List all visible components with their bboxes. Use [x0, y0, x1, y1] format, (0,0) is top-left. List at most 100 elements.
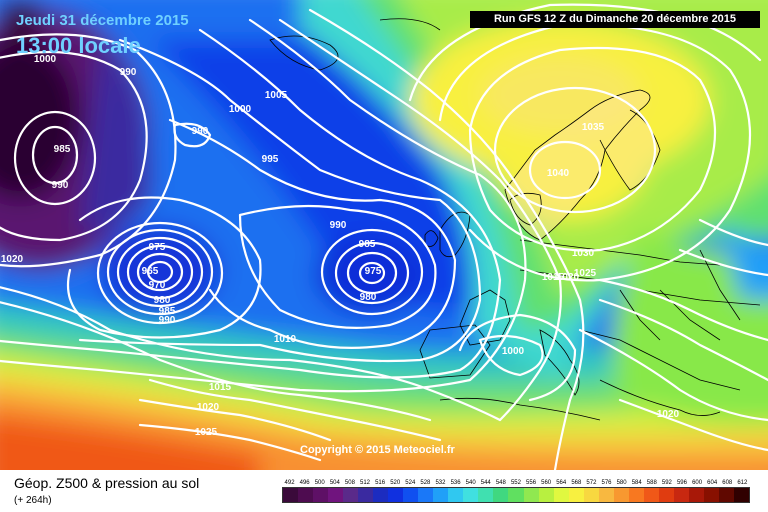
forecast-map: 1000990985990100510009909951020975965970… [0, 0, 768, 470]
isobar-label: 990 [330, 220, 347, 231]
legend-label: 556 [526, 480, 537, 486]
legend-swatch [493, 488, 509, 502]
legend-label: 580 [616, 480, 627, 486]
legend-label: 604 [707, 480, 718, 486]
legend-label: 516 [375, 480, 386, 486]
legend-label: 504 [329, 480, 340, 486]
color-legend: 492 496 500 504 508 512 516 520 524 528 532 536 540 5… [282, 480, 750, 503]
legend-label: 524 [405, 480, 416, 486]
isobar-label: 1000 [229, 104, 252, 115]
map-title: Géop. Z500 & pression au sol [14, 475, 200, 491]
local-time: 13:00 locale [16, 33, 141, 58]
legend-label: 612 [737, 480, 748, 486]
isobar-label: 990 [159, 315, 176, 326]
copyright: Copyright © 2015 Meteociel.fr [300, 444, 455, 456]
legend-swatch [328, 488, 344, 502]
legend-swatch [568, 488, 584, 502]
legend-swatch [508, 488, 524, 502]
legend-label: 496 [299, 480, 310, 486]
legend-label: 560 [541, 480, 552, 486]
legend-label: 536 [450, 480, 461, 486]
legend-swatch [613, 488, 629, 502]
legend-swatch [313, 488, 329, 502]
map-footer: Géop. Z500 & pression au sol (+ 264h) 49… [0, 470, 768, 512]
legend-swatch [433, 488, 449, 502]
legend-swatch [583, 488, 599, 502]
legend-label: 528 [420, 480, 431, 486]
legend-swatch [673, 488, 689, 502]
legend-swatch [388, 488, 404, 502]
isobar-label: 985 [359, 239, 376, 250]
run-info: Run GFS 12 Z du Dimanche 20 décembre 201… [470, 11, 760, 28]
isobar-label: 980 [360, 292, 377, 303]
isobar-label: 1010 [274, 334, 297, 345]
isobar-label: 1025 [574, 268, 597, 279]
legend-swatch [283, 488, 299, 502]
legend-swatch [358, 488, 374, 502]
legend-label: 568 [571, 480, 582, 486]
legend-swatch [448, 488, 464, 502]
isobar-label: 1020 [657, 409, 680, 420]
isobar-label: 980 [154, 295, 171, 306]
isobar-label: 985 [159, 306, 176, 317]
legend-label: 584 [631, 480, 642, 486]
isobar-label: 990 [192, 126, 209, 137]
legend-swatch [298, 488, 314, 502]
geopotential-field [0, 0, 768, 470]
isobar-label: 975 [365, 266, 382, 277]
legend-swatch [538, 488, 554, 502]
legend-swatch [523, 488, 539, 502]
isobar-label: 975 [149, 242, 166, 253]
legend-label: 532 [435, 480, 446, 486]
legend-label: 564 [556, 480, 567, 486]
isobar-label: 1000 [502, 346, 525, 357]
legend-label: 592 [661, 480, 672, 486]
isobar-label: 1020 [197, 402, 220, 413]
legend-label: 596 [676, 480, 687, 486]
legend-swatch [418, 488, 434, 502]
legend-label: 500 [314, 480, 325, 486]
isobar-label: 965 [142, 266, 159, 277]
legend-bar [282, 487, 750, 503]
legend-labels: 492 496 500 504 508 512 516 520 524 528 532 536 540 5… [282, 480, 750, 486]
legend-label: 600 [692, 480, 703, 486]
isobar-label: 1000 [34, 54, 57, 65]
legend-swatch [628, 488, 644, 502]
legend-swatch [733, 488, 749, 502]
legend-swatch [343, 488, 359, 502]
isobar-label: 1015 [542, 272, 565, 283]
legend-label: 508 [344, 480, 355, 486]
isobar-label: 1005 [265, 90, 288, 101]
legend-swatch [688, 488, 704, 502]
legend-label: 520 [390, 480, 401, 486]
legend-swatch [658, 488, 674, 502]
legend-label: 492 [284, 480, 295, 486]
isobar-label: 1030 [572, 248, 595, 259]
isobar-label: 1025 [195, 427, 218, 438]
legend-label: 576 [601, 480, 612, 486]
forecast-date: Jeudi 31 décembre 2015 [16, 12, 189, 29]
legend-swatch [643, 488, 659, 502]
isobar-label: 995 [262, 154, 279, 165]
legend-swatch [373, 488, 389, 502]
isobars [0, 3, 768, 470]
legend-label: 572 [586, 480, 597, 486]
isobar-labels: 1000990985990100510009909951020975965970… [1, 54, 680, 438]
isobar-label: 990 [120, 67, 137, 78]
isobar-label: 1040 [547, 168, 570, 179]
legend-swatch [598, 488, 614, 502]
isobar-label: 1035 [582, 122, 605, 133]
legend-swatch [718, 488, 734, 502]
legend-label: 608 [722, 480, 733, 486]
legend-swatch [463, 488, 479, 502]
legend-label: 512 [360, 480, 371, 486]
isobar-label: 1015 [209, 382, 232, 393]
legend-label: 540 [465, 480, 476, 486]
legend-swatch [703, 488, 719, 502]
legend-label: 588 [646, 480, 657, 486]
legend-label: 548 [495, 480, 506, 486]
forecast-offset: (+ 264h) [14, 495, 52, 506]
isobar-label: 990 [52, 180, 69, 191]
isobar-label: 1020 [557, 272, 580, 283]
